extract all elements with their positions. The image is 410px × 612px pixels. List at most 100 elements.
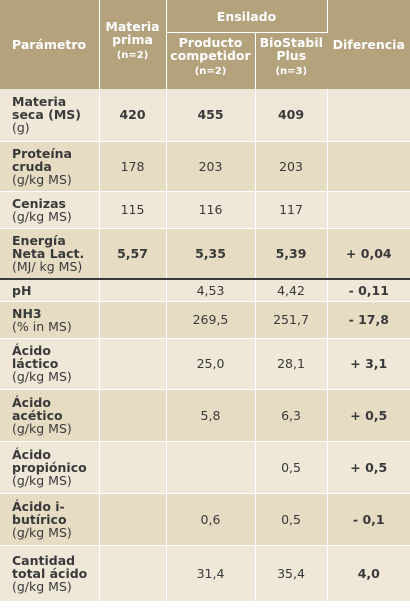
cell-biostabil: 5,39 <box>255 228 328 280</box>
row-name: Cantidad total ácido <box>12 552 88 581</box>
cell-materia <box>99 545 167 602</box>
cell-diferencia: 4,0 <box>327 545 410 602</box>
cell-competidor: 0,6 <box>166 493 256 546</box>
row-param: Ácido acético (g/kg MS) <box>0 389 100 442</box>
row-unit: (g/kg MS) <box>12 208 72 224</box>
header-biostabil-n: (n=3) <box>275 66 308 77</box>
cell-competidor: 25,0 <box>166 338 256 390</box>
cell-diferencia: + 0,5 <box>327 441 410 494</box>
cell-diferencia: - 17,8 <box>327 301 410 339</box>
table-header: Parámetro Materia prima (n=2) Ensilado D… <box>0 0 410 89</box>
cell-materia: 115 <box>99 191 167 229</box>
table-row: Materia seca (MS) (g) 420 455 409 <box>0 89 410 142</box>
header-diferencia: Diferencia <box>327 0 410 89</box>
cell-biostabil: 409 <box>255 89 328 142</box>
cell-competidor: 4,53 <box>166 279 256 302</box>
cell-biostabil: 251,7 <box>255 301 328 339</box>
row-name: pH <box>12 282 32 298</box>
cell-diferencia: + 0,04 <box>327 228 410 280</box>
row-param: Ácido propiónico (g/kg MS) <box>0 441 100 494</box>
cell-biostabil: 35,4 <box>255 545 328 602</box>
row-name: Energía Neta Lact. <box>12 232 85 261</box>
cell-diferencia: + 0,5 <box>327 389 410 442</box>
cell-biostabil: 4,42 <box>255 279 328 302</box>
row-param: Energía Neta Lact. (MJ/ kg MS) <box>0 228 100 280</box>
cell-materia <box>99 493 167 546</box>
cell-diferencia: - 0,1 <box>327 493 410 546</box>
row-name: Cenizas <box>12 195 66 211</box>
cell-competidor <box>166 441 256 494</box>
cell-materia: 420 <box>99 89 167 142</box>
cell-competidor: 31,4 <box>166 545 256 602</box>
header-param-label: Parámetro <box>12 37 87 52</box>
header-diferencia-label: Diferencia <box>332 37 405 52</box>
cell-competidor: 269,5 <box>166 301 256 339</box>
header-param: Parámetro <box>0 0 100 89</box>
cell-biostabil: 117 <box>255 191 328 229</box>
table-row: Cenizas (g/kg MS) 115 116 117 <box>0 191 410 229</box>
table-row: Energía Neta Lact. (MJ/ kg MS) 5,57 5,35 … <box>0 228 410 280</box>
row-param: Proteína cruda (g/kg MS) <box>0 141 100 192</box>
table-row: Proteína cruda (g/kg MS) 178 203 203 <box>0 141 410 192</box>
row-param: NH3 (% in MS) <box>0 301 100 339</box>
row-name: Proteína cruda <box>12 145 72 174</box>
table-row: Ácido i-butírico (g/kg MS) 0,6 0,5 - 0,1 <box>0 493 410 546</box>
row-param: Cantidad total ácido (g/kg MS) <box>0 545 100 602</box>
header-biostabil-label: BioStabil Plus <box>259 35 323 63</box>
cell-competidor: 455 <box>166 89 256 142</box>
row-name: NH3 <box>12 305 42 321</box>
cell-biostabil: 0,5 <box>255 441 328 494</box>
row-param: Cenizas (g/kg MS) <box>0 191 100 229</box>
row-param: Ácido i-butírico (g/kg MS) <box>0 493 100 546</box>
header-ensilado-label: Ensilado <box>216 8 277 24</box>
cell-diferencia <box>327 191 410 229</box>
row-unit: (g) <box>12 120 30 136</box>
cell-competidor: 5,35 <box>166 228 256 280</box>
cell-diferencia: + 3,1 <box>327 338 410 390</box>
cell-diferencia: - 0,11 <box>327 279 410 302</box>
row-name: Ácido propiónico <box>12 446 87 475</box>
cell-materia <box>99 389 167 442</box>
row-unit: (% in MS) <box>12 318 72 334</box>
row-name: Ácido láctico <box>12 343 59 371</box>
header-materia: Materia prima (n=2) <box>99 0 167 89</box>
cell-biostabil: 203 <box>255 141 328 192</box>
row-unit: (g/kg MS) <box>12 524 72 540</box>
cell-materia <box>99 301 167 339</box>
cell-competidor: 203 <box>166 141 256 192</box>
table-row: Ácido propiónico (g/kg MS) 0,5 + 0,5 <box>0 441 410 494</box>
table-row: Ácido acético (g/kg MS) 5,8 6,3 + 0,5 <box>0 389 410 442</box>
table-row: NH3 (% in MS) 269,5 251,7 - 17,8 <box>0 301 410 339</box>
cell-materia <box>99 279 167 302</box>
row-unit: (g/kg MS) <box>12 472 72 488</box>
row-unit: (g/kg MS) <box>12 420 72 436</box>
cell-competidor: 5,8 <box>166 389 256 442</box>
row-name: Ácido acético <box>12 394 63 423</box>
cell-materia: 5,57 <box>99 228 167 280</box>
row-param: Materia seca (MS) (g) <box>0 89 100 142</box>
header-competidor: Producto competidor (n=2) <box>166 32 256 89</box>
row-unit: (g/kg MS) <box>12 171 72 187</box>
cell-competidor: 116 <box>166 191 256 229</box>
cell-materia <box>99 338 167 390</box>
row-param: pH <box>0 279 100 302</box>
row-unit: (g/kg MS) <box>12 578 72 594</box>
cell-materia: 178 <box>99 141 167 192</box>
header-materia-label: Materia prima <box>105 19 160 47</box>
table-row: Cantidad total ácido (g/kg MS) 31,4 35,4 … <box>0 545 410 602</box>
cell-materia <box>99 441 167 494</box>
table-row: Ácido láctico (g/kg MS) 25,0 28,1 + 3,1 <box>0 338 410 390</box>
row-name: Materia seca (MS) <box>12 94 81 123</box>
header-competidor-label: Producto competidor <box>170 35 251 63</box>
header-materia-n: (n=2) <box>116 50 149 61</box>
header-competidor-n: (n=2) <box>194 66 227 77</box>
cell-biostabil: 6,3 <box>255 389 328 442</box>
row-unit: (MJ/ kg MS) <box>12 258 83 274</box>
header-ensilado: Ensilado <box>166 0 328 33</box>
cell-biostabil: 28,1 <box>255 338 328 390</box>
cell-diferencia <box>327 141 410 192</box>
table-row: pH 4,53 4,42 - 0,11 <box>0 279 410 302</box>
row-unit: (g/kg MS) <box>12 369 72 384</box>
row-param: Ácido láctico (g/kg MS) <box>0 338 100 390</box>
